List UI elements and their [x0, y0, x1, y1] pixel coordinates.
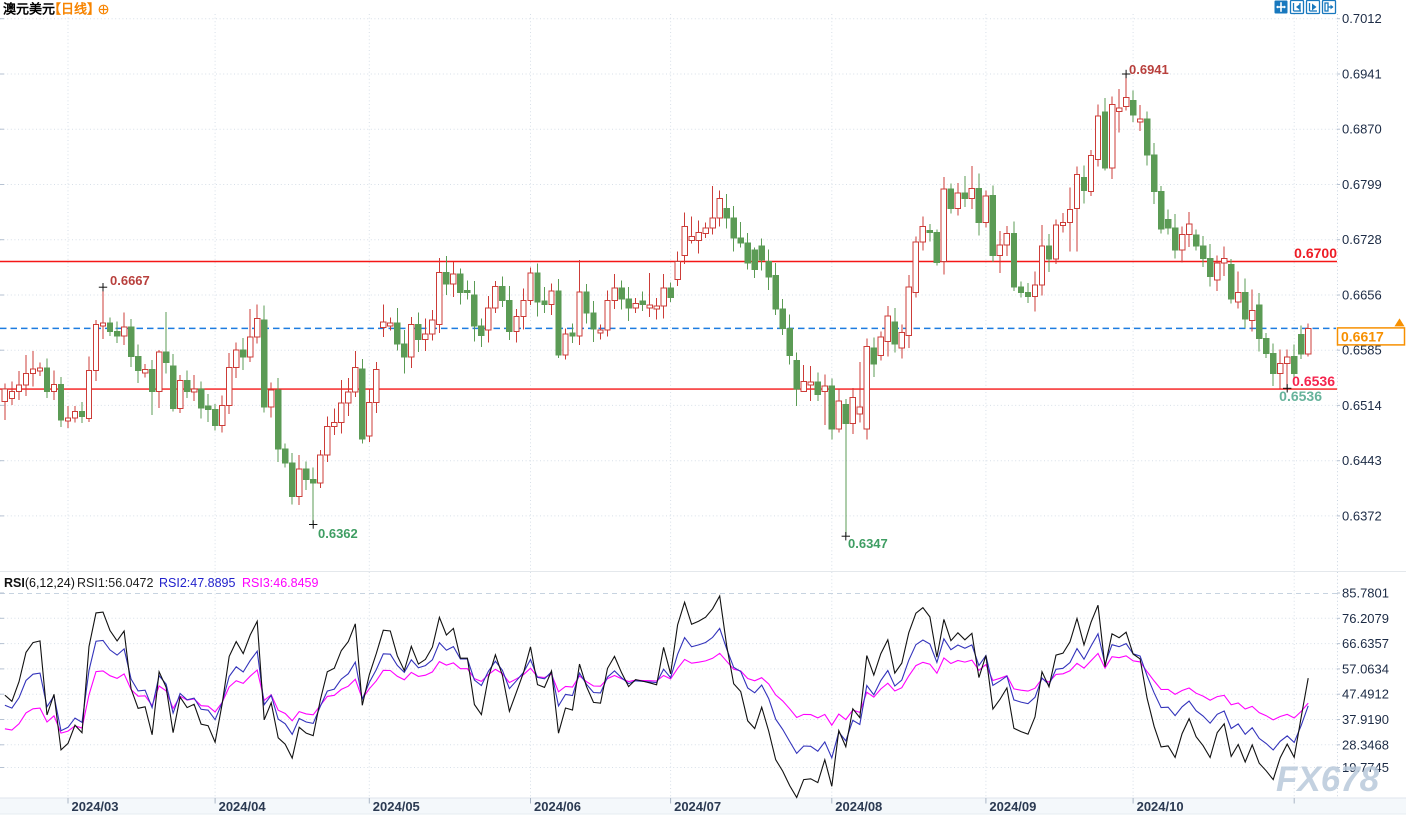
svg-text:37.9190: 37.9190: [1342, 712, 1389, 727]
svg-text:0.6443: 0.6443: [1342, 453, 1382, 468]
svg-text:0.6372: 0.6372: [1342, 508, 1382, 523]
svg-text:0.7012: 0.7012: [1342, 11, 1382, 26]
svg-text:2024/09: 2024/09: [989, 799, 1036, 814]
svg-text:2024/06: 2024/06: [534, 799, 581, 814]
svg-text:0.6728: 0.6728: [1342, 232, 1382, 247]
svg-text:澳元美元: 澳元美元: [3, 2, 55, 17]
svg-text:0.6617: 0.6617: [1341, 328, 1384, 344]
svg-text:47.4912: 47.4912: [1342, 687, 1389, 702]
svg-text:0.6656: 0.6656: [1342, 288, 1382, 303]
svg-text:28.3468: 28.3468: [1342, 737, 1389, 752]
svg-text:【日线】: 【日线】: [48, 2, 100, 17]
svg-text:2024/10: 2024/10: [1137, 799, 1184, 814]
svg-text:2024/04: 2024/04: [219, 799, 267, 814]
svg-text:0.6362: 0.6362: [318, 526, 358, 541]
svg-text:66.6357: 66.6357: [1342, 636, 1389, 651]
svg-text:RSI1:56.0472: RSI1:56.0472: [77, 576, 153, 590]
svg-text:85.7801: 85.7801: [1342, 586, 1389, 601]
svg-text:2024/05: 2024/05: [373, 799, 420, 814]
svg-text:57.0634: 57.0634: [1342, 661, 1389, 676]
svg-text:0.6941: 0.6941: [1342, 67, 1382, 82]
svg-text:0.6870: 0.6870: [1342, 122, 1382, 137]
svg-text:0.6514: 0.6514: [1342, 398, 1382, 413]
svg-text:76.2079: 76.2079: [1342, 611, 1389, 626]
svg-text:0.6799: 0.6799: [1342, 177, 1382, 192]
svg-text:0.6536: 0.6536: [1279, 388, 1322, 404]
svg-text:0.6941: 0.6941: [1129, 62, 1169, 77]
svg-text:0.6667: 0.6667: [110, 273, 150, 288]
svg-text:0.6347: 0.6347: [848, 536, 888, 551]
svg-text:2024/03: 2024/03: [72, 799, 119, 814]
svg-text:0.6585: 0.6585: [1342, 343, 1382, 358]
svg-text:0.6536: 0.6536: [1292, 373, 1335, 389]
svg-text:RSI(6,12,24): RSI(6,12,24): [4, 576, 75, 590]
svg-text:FX678: FX678: [1276, 760, 1380, 799]
svg-text:RSI3:46.8459: RSI3:46.8459: [242, 576, 318, 590]
svg-text:19.7745: 19.7745: [1342, 760, 1389, 775]
svg-text:RSI2:47.8895: RSI2:47.8895: [159, 576, 235, 590]
svg-text:2024/07: 2024/07: [674, 799, 721, 814]
svg-text:2024/08: 2024/08: [835, 799, 882, 814]
svg-text:0.6700: 0.6700: [1294, 245, 1337, 261]
